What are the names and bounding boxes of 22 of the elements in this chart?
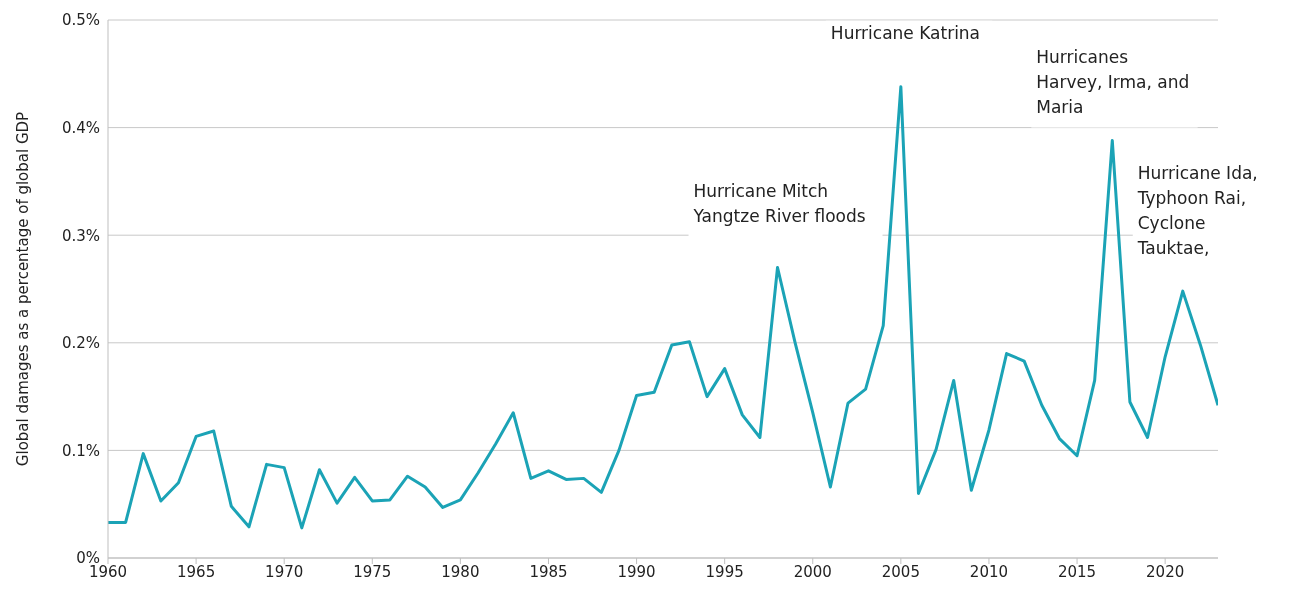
y-tick-label: 0.3% (61, 226, 100, 245)
annotation: Hurricane Ida, Typhoon Rai, Cyclone Tauktae, (1136, 163, 1258, 259)
x-tick-label: 2015 (1057, 562, 1097, 581)
y-tick-label: 0.4% (61, 118, 100, 137)
annotation: Hurricane Katrina (830, 22, 981, 43)
x-tick-label: 2000 (793, 562, 832, 581)
x-tick-label: 1985 (529, 562, 568, 581)
annotation: Hurricanes Harvey, Irma, and Maria (1036, 46, 1190, 117)
x-tick-label: 1995 (705, 562, 744, 581)
x-tick-label: 2010 (969, 562, 1009, 581)
y-tick-label: 0.1% (61, 441, 100, 460)
x-tick-label: 1965 (177, 562, 216, 581)
y-tick-label: 0.5% (61, 11, 100, 30)
x-tick-label: 1970 (265, 562, 304, 581)
x-tick-label: 1975 (353, 562, 392, 581)
x-tick-label: 2005 (881, 562, 920, 581)
x-tick-label: 2020 (1146, 562, 1185, 581)
x-tick-label: 1990 (617, 562, 656, 581)
y-tick-label: 0.2% (61, 334, 100, 353)
annotation: Hurricane Mitch Yangtze River floods (692, 181, 866, 227)
x-tick-label: 1980 (441, 562, 480, 581)
y-axis-title: Global damages as a percentage of global GDP (14, 111, 33, 467)
